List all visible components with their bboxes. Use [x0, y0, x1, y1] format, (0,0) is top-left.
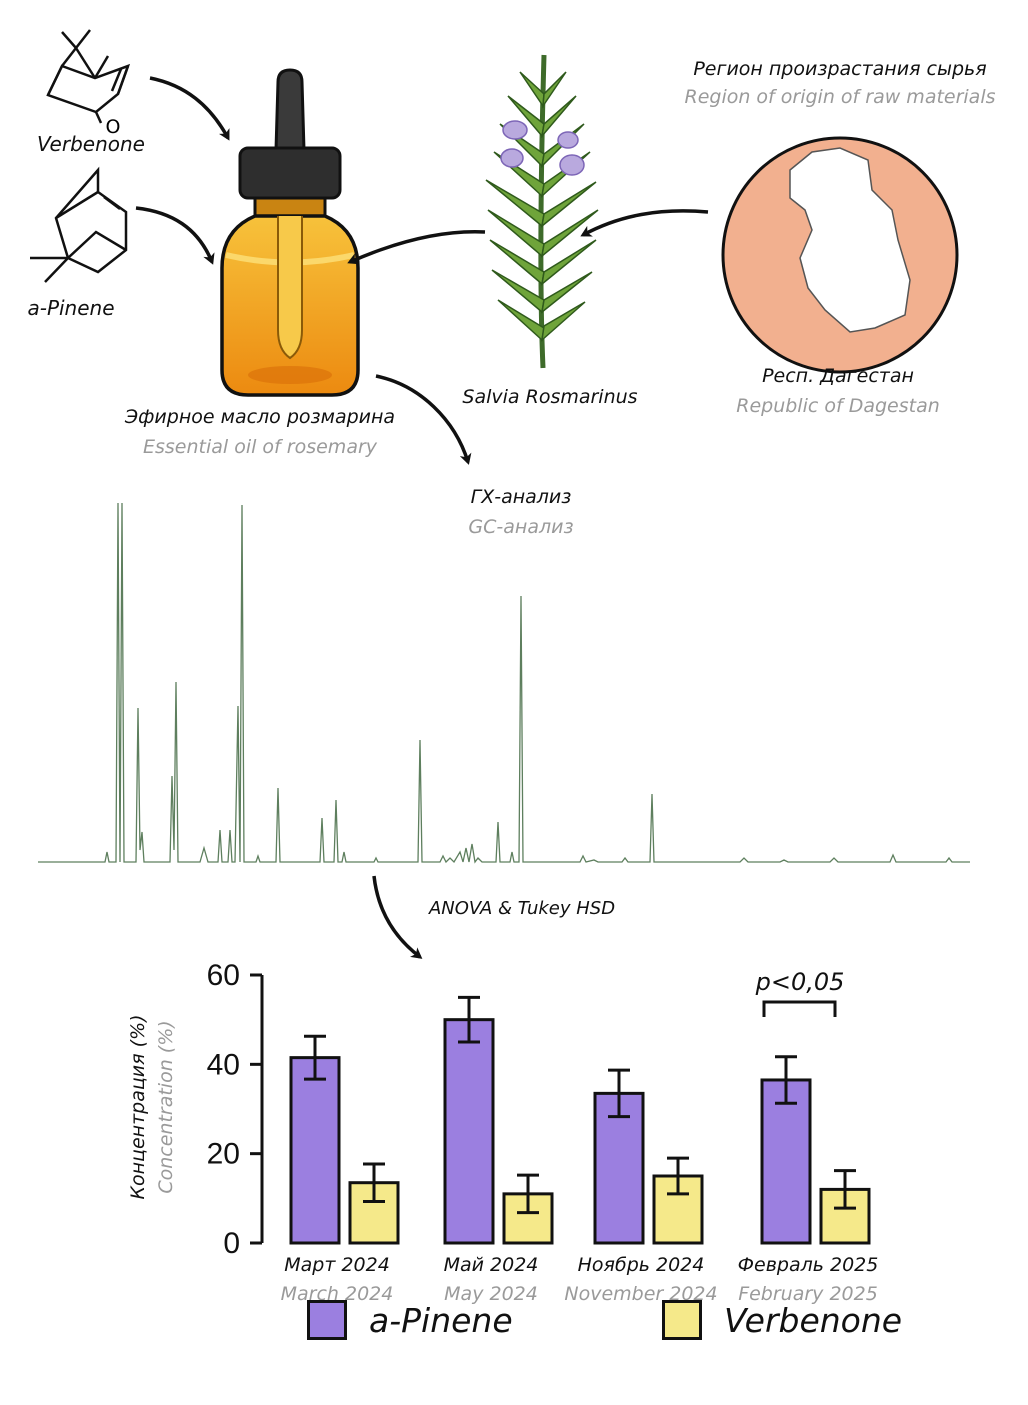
x-tick-label-en: November 2024 — [564, 1283, 717, 1305]
legend-pinene: a-Pinene — [307, 1300, 513, 1340]
verbenone-label: Verbenone — [37, 132, 145, 156]
verbenone-structure — [46, 29, 131, 124]
y-axis-title-ru: Концентрация (%) — [127, 1015, 149, 1200]
verbenone-oxygen: O — [106, 116, 121, 138]
x-tick-label-ru: Май 2024 — [444, 1254, 539, 1276]
chromatogram — [38, 502, 970, 864]
y-tick-label: 20 — [207, 1138, 240, 1171]
legend-verbenone: Verbenone — [662, 1300, 902, 1340]
bar-pinene — [443, 1018, 495, 1245]
bar-pinene — [593, 1091, 645, 1245]
legend-verbenone-label: Verbenone — [724, 1300, 903, 1340]
legend-pinene-label: a-Pinene — [369, 1300, 513, 1340]
region-name-en: Republic of Dagestan — [736, 395, 940, 417]
bar-pinene — [289, 1056, 341, 1245]
arrow-pinene-to-oil — [135, 206, 215, 265]
y-axis-title-en: Concentration (%) — [155, 1020, 177, 1193]
oil-bottle-icon — [220, 68, 360, 397]
x-tick-label-en: March 2024 — [281, 1283, 394, 1305]
x-tick-label-ru: Февраль 2025 — [738, 1254, 879, 1276]
legend-verbenone-swatch — [662, 1300, 702, 1340]
arrow-oil-to-gc — [375, 374, 472, 465]
pinene-structure — [30, 166, 128, 283]
arrow-region-to-plant — [580, 209, 709, 237]
arrow-verbenone-to-oil — [149, 76, 230, 141]
y-tick-label: 40 — [207, 1048, 240, 1081]
region-title-ru: Регион произрастания сырья — [693, 58, 987, 80]
x-tick-label-ru: Март 2024 — [284, 1254, 390, 1276]
region-name-ru: Респ. Дагестан — [762, 365, 914, 387]
arrow-gc-to-chart — [372, 875, 423, 959]
x-tick-label-ru: Ноябрь 2024 — [578, 1254, 705, 1276]
bar-chart: 0 20 40 60 Концентрация (%) Concentration (%)… — [127, 959, 878, 1305]
x-tick-label-en: February 2025 — [738, 1283, 878, 1305]
dagestan-map-icon — [721, 136, 959, 374]
stats-label: ANOVA & Tukey HSD — [428, 898, 616, 919]
significance-bracket — [762, 1000, 837, 1017]
gc-label-ru: ГХ-анализ — [470, 486, 572, 508]
plant-label: Salvia Rosmarinus — [462, 386, 638, 408]
bar-pinene — [760, 1078, 812, 1245]
pinene-label: a-Pinene — [27, 296, 115, 320]
arrow-plant-to-oil — [347, 230, 486, 265]
rosemary-plant-icon — [485, 54, 599, 369]
significance-label: p<0,05 — [755, 968, 845, 996]
y-tick-label: 0 — [223, 1227, 240, 1260]
x-tick-label-en: May 2024 — [444, 1283, 538, 1305]
gc-label-en: GC-анализ — [468, 516, 574, 538]
y-tick-label: 60 — [207, 959, 240, 992]
oil-label-ru: Эфирное масло розмарина — [124, 406, 396, 428]
region-title-en: Region of origin of raw materials — [684, 86, 996, 108]
legend-pinene-swatch — [307, 1300, 347, 1340]
oil-label-en: Essential oil of rosemary — [142, 436, 378, 458]
